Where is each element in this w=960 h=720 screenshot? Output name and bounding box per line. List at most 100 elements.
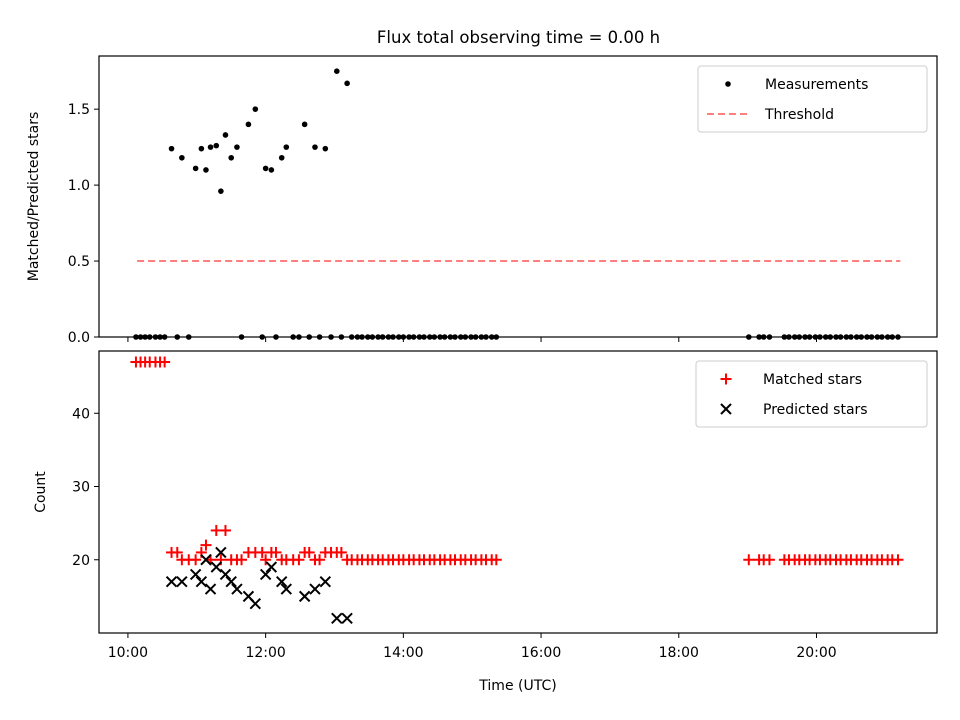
legend-marker-matched: [720, 373, 732, 385]
measurement-point: [228, 154, 235, 161]
measurement-point: [312, 144, 318, 150]
y-axis-label: Matched/Predicted stars: [26, 112, 42, 282]
x-tick-label: 16:00: [521, 645, 561, 661]
predicted-star-point: [200, 554, 212, 566]
measurement-point: [262, 165, 269, 172]
measurement-point: [207, 144, 214, 150]
cross-b: [249, 597, 262, 610]
predicted-star-point: [298, 590, 311, 603]
cross-b: [242, 590, 255, 603]
cross-b: [189, 568, 202, 581]
measurement-point: [278, 154, 285, 161]
cross-b: [298, 590, 311, 603]
predicted-star-point: [231, 583, 243, 595]
predicted-star-point: [265, 561, 278, 573]
predicted-star-point: [319, 576, 332, 588]
legend-marker-predicted: [720, 403, 732, 415]
top-axes-frame: [98, 55, 938, 338]
predicted-star-point: [215, 546, 227, 559]
matched-star-point: [256, 546, 268, 558]
legend-label-measurements: Measurements: [765, 77, 868, 93]
predicted-star-point: [195, 576, 208, 588]
legend-label-threshold: Threshold: [764, 107, 834, 123]
cross-b: [195, 576, 208, 588]
cross-b: [200, 554, 212, 566]
x-tick-label: 14:00: [383, 645, 423, 661]
cross-b: [204, 583, 217, 595]
measurement-point: [252, 106, 259, 112]
matched-star-point: [743, 554, 755, 566]
measurement-point: [301, 121, 308, 128]
predicted-star-point: [210, 561, 222, 573]
measurement-point: [283, 144, 290, 150]
cross-b: [341, 612, 353, 625]
predicted-star-point: [249, 597, 262, 610]
matched-star-point: [236, 554, 248, 566]
x-axis-label: Time (UTC): [478, 678, 556, 694]
measurement-point: [218, 188, 224, 194]
legend-label-matched: Matched stars: [763, 372, 862, 388]
matched-star-point: [270, 546, 282, 558]
cross-b: [176, 576, 188, 588]
measurement-point: [268, 167, 275, 173]
cross-b: [280, 583, 293, 595]
measurement-point: [322, 145, 329, 152]
y-tick-label: 20: [72, 553, 90, 569]
cross-b: [319, 576, 332, 588]
matched-star-point: [210, 524, 222, 536]
measurement-point: [344, 80, 350, 87]
matched-star-point: [260, 554, 272, 566]
cross-b: [720, 403, 732, 415]
legend-label-predicted: Predicted stars: [763, 402, 868, 418]
legend: Matched stars Predicted stars: [695, 360, 928, 428]
measurement-point: [198, 145, 205, 152]
cross-b: [210, 561, 222, 573]
measurement-point: [179, 154, 185, 161]
predicted-star-point: [189, 568, 202, 581]
y-tick-label: 40: [72, 406, 90, 422]
predicted-star-point: [219, 568, 232, 581]
matched-star-point: [219, 524, 231, 536]
cross-b: [309, 583, 321, 595]
measurement-point: [234, 144, 240, 150]
predicted-star-point: [309, 583, 321, 595]
cross-b: [215, 546, 227, 559]
bottom-axes-frame: [98, 350, 938, 634]
cross-b: [165, 576, 178, 588]
predicted-star-point: [341, 612, 353, 625]
y-tick-label: 1.0: [68, 178, 90, 194]
measurement-point: [245, 121, 252, 128]
predicted-star-point: [259, 568, 272, 581]
matched-star-point: [159, 356, 171, 368]
top-axes: 0.0 0.5 1.0 1.5 Matched/Predicted stars Measu…: [26, 55, 938, 346]
measurement-point: [168, 145, 175, 152]
measurement-point: [222, 132, 229, 138]
cross-b: [331, 612, 343, 625]
matched-star-point: [490, 554, 502, 566]
matched-star-point: [293, 554, 305, 566]
legend-marker-measurements: [725, 81, 731, 87]
measurement-point: [333, 68, 340, 74]
predicted-star-point: [280, 583, 293, 595]
measurement-point: [203, 167, 209, 173]
x-tick-label: 18:00: [659, 645, 699, 661]
cross-b: [265, 561, 278, 573]
x-tick-label: 10:00: [108, 645, 148, 661]
x-tick-label: 20:00: [796, 645, 836, 661]
cross-b: [225, 576, 237, 588]
matched-star-point: [303, 546, 315, 558]
predicted-star-point: [331, 612, 343, 625]
y-tick-label: 0.0: [68, 330, 90, 346]
measurement-point: [213, 142, 220, 149]
matched-star-point: [314, 554, 326, 566]
matched-star-point: [892, 554, 904, 566]
predicted-star-point: [204, 583, 217, 595]
legend-box: [697, 65, 928, 133]
matched-star-point: [200, 539, 212, 551]
predicted-star-point: [275, 576, 288, 588]
cross-b: [259, 568, 272, 581]
matched-star-point: [190, 554, 202, 566]
matched-star-point: [171, 546, 183, 558]
bottom-axes: 20 30 40 10:00 12:00 14:00 16:00 18:00 20:00 Coun…: [33, 350, 938, 694]
